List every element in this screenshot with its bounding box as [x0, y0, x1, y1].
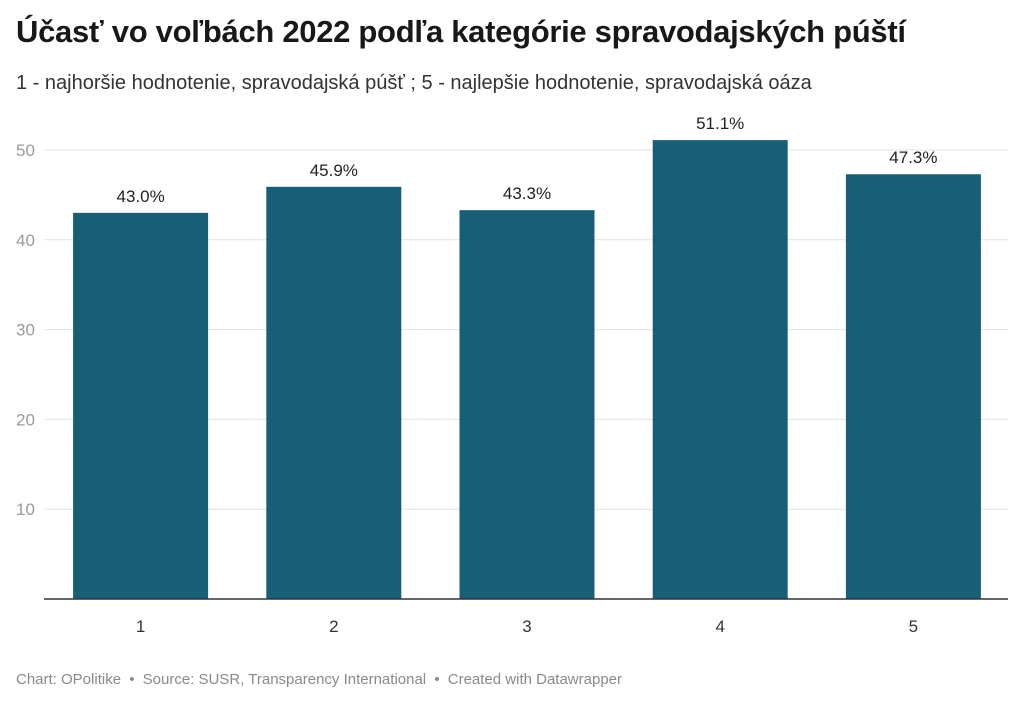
bar-chart: 10 20 30 40 50 43.0% 1 45.9% 2 43.3% 3 51.1% 4 47.3% 5 — [16, 114, 1008, 636]
x-tick-label: 1 — [136, 617, 145, 636]
chart-subtitle: 1 - najhoršie hodnotenie, spravodajská p… — [16, 72, 812, 94]
x-tick-label: 3 — [522, 617, 531, 636]
y-tick-label: 10 — [16, 500, 35, 519]
bar — [845, 174, 981, 599]
bar — [652, 140, 788, 599]
bar-value-label: 45.9% — [310, 161, 358, 180]
bar — [459, 210, 595, 599]
footer-separator: • — [129, 671, 135, 688]
x-tick-label: 5 — [909, 617, 918, 636]
chart-footer: Chart: OPolitike • Source: SUSR, Transpa… — [16, 671, 622, 688]
x-tick-label: 2 — [329, 617, 338, 636]
bar — [266, 186, 402, 599]
bar-value-label: 43.0% — [116, 187, 164, 206]
bar — [73, 212, 209, 600]
footer-chart-credit: Chart: OPolitike — [16, 671, 122, 688]
y-tick-label: 30 — [16, 321, 35, 340]
bar-value-label: 43.3% — [503, 184, 551, 203]
bar-value-label: 51.1% — [696, 114, 744, 133]
footer-datawrapper-credit: Created with Datawrapper — [447, 671, 623, 688]
y-tick-label: 20 — [16, 410, 35, 429]
y-tick-label: 40 — [16, 231, 35, 250]
bar-value-label: 47.3% — [889, 148, 937, 167]
y-tick-label: 50 — [16, 141, 35, 160]
chart-title: Účasť vo voľbách 2022 podľa kategórie sp… — [16, 14, 906, 49]
footer-source: Source: SUSR, Transparency International — [142, 671, 427, 688]
footer-separator: • — [434, 671, 440, 688]
x-tick-label: 4 — [715, 617, 724, 636]
